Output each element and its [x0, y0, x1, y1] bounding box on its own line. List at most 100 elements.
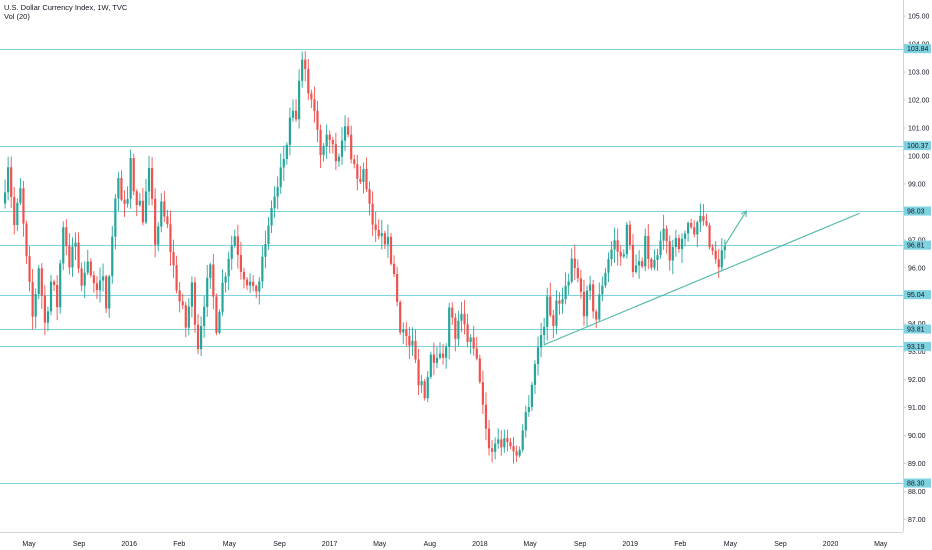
candle-body: [108, 276, 111, 309]
candle-body: [402, 329, 405, 333]
candle-body: [641, 261, 644, 267]
time-tick-label: Aug: [424, 541, 437, 548]
candle-body: [423, 381, 426, 399]
volume-indicator-label: Vol (20): [4, 12, 30, 21]
projection-arrow[interactable]: [724, 210, 747, 246]
candle-body: [549, 296, 552, 316]
candle-body: [68, 245, 71, 268]
candle-body: [659, 240, 662, 256]
time-tick-label: May: [523, 541, 537, 548]
price-level-badge-label: 96.81: [907, 243, 925, 250]
price-level-badge: [904, 290, 931, 300]
candle-body: [304, 59, 307, 70]
price-level-badge-label: 98.03: [907, 209, 925, 216]
candle-body: [441, 353, 445, 358]
candle-body: [98, 280, 102, 291]
candle-body: [696, 222, 699, 235]
candle-body: [631, 244, 635, 273]
candle-body: [359, 178, 362, 183]
candle-body: [141, 200, 144, 223]
candle-body: [86, 261, 89, 273]
candle-body: [399, 302, 402, 333]
candle-body: [203, 306, 206, 327]
candle-body: [10, 167, 13, 198]
time-tick-label: 2020: [823, 541, 839, 548]
trend-line[interactable]: [543, 212, 860, 346]
candle-body: [625, 224, 628, 255]
candle-body: [687, 222, 690, 234]
price-tick-label: 90.00: [908, 433, 926, 440]
candle-body: [362, 169, 365, 183]
candle-body: [236, 236, 239, 255]
candle-body: [671, 246, 674, 261]
candle-body: [80, 268, 83, 286]
candle-body: [417, 359, 420, 386]
candle-body: [187, 306, 190, 328]
candle-body: [374, 224, 377, 230]
candle-body: [25, 223, 28, 257]
candles: [3, 51, 726, 464]
candle-body: [301, 59, 304, 81]
candle-body: [723, 246, 726, 251]
candle-body: [371, 203, 374, 225]
candle-body: [420, 381, 423, 386]
candle-body: [500, 439, 503, 448]
candle-body: [224, 276, 227, 283]
candle-body: [457, 320, 460, 339]
candle-body: [405, 329, 408, 337]
candle-body: [92, 275, 95, 284]
candle-body: [65, 227, 68, 246]
price-tick-label: 99.00: [908, 181, 926, 188]
candle-body: [181, 301, 184, 306]
candle-body: [543, 326, 546, 336]
price-axis[interactable]: 87.0088.0089.0090.0091.0092.0093.0094.00…: [903, 0, 932, 550]
candle-body: [353, 159, 356, 165]
price-level-badge-label: 93.19: [907, 344, 925, 351]
candle-body: [515, 451, 518, 456]
candle-body: [218, 311, 221, 333]
candle-body: [298, 80, 301, 120]
candle-body: [521, 430, 524, 450]
candle-body: [389, 236, 393, 264]
candle-body: [503, 438, 506, 448]
candle-body: [570, 258, 573, 282]
candle-body: [708, 225, 711, 248]
candle-body: [414, 340, 417, 360]
candle-body: [460, 313, 463, 321]
candle-body: [429, 354, 432, 377]
candle-body: [377, 229, 380, 237]
candle-body: [178, 290, 181, 302]
candle-body: [209, 264, 212, 278]
time-axis[interactable]: May Sep 2016 Feb May Sep 2017 May Aug 2018 May Sep 2…: [0, 532, 903, 549]
time-tick-label: May: [874, 541, 888, 548]
candle-body: [588, 284, 592, 291]
candle-body: [690, 222, 693, 228]
candle-body: [426, 376, 429, 399]
candle-body: [714, 250, 717, 260]
candle-body: [567, 281, 570, 286]
candle-body: [592, 284, 595, 312]
candle-body: [193, 282, 197, 325]
candle-body: [111, 236, 114, 277]
candle-body: [383, 233, 386, 245]
candle-body: [668, 241, 671, 261]
candle-body: [472, 337, 475, 349]
candle-body: [89, 261, 92, 276]
candle-body: [71, 246, 74, 268]
candle-body: [552, 315, 555, 326]
candle-body: [221, 282, 224, 312]
price-level-badge: [904, 206, 931, 216]
candle-body: [212, 264, 215, 297]
candle-body: [144, 191, 148, 223]
candle-body: [607, 259, 610, 273]
candle-body: [396, 273, 399, 303]
candle-body: [163, 201, 166, 217]
candle-body: [95, 283, 99, 291]
candle-body: [490, 448, 494, 452]
candle-body: [56, 284, 59, 308]
candle-body: [451, 307, 454, 318]
candle-body: [120, 177, 123, 200]
candle-body: [558, 300, 561, 304]
candle-body: [585, 290, 589, 317]
